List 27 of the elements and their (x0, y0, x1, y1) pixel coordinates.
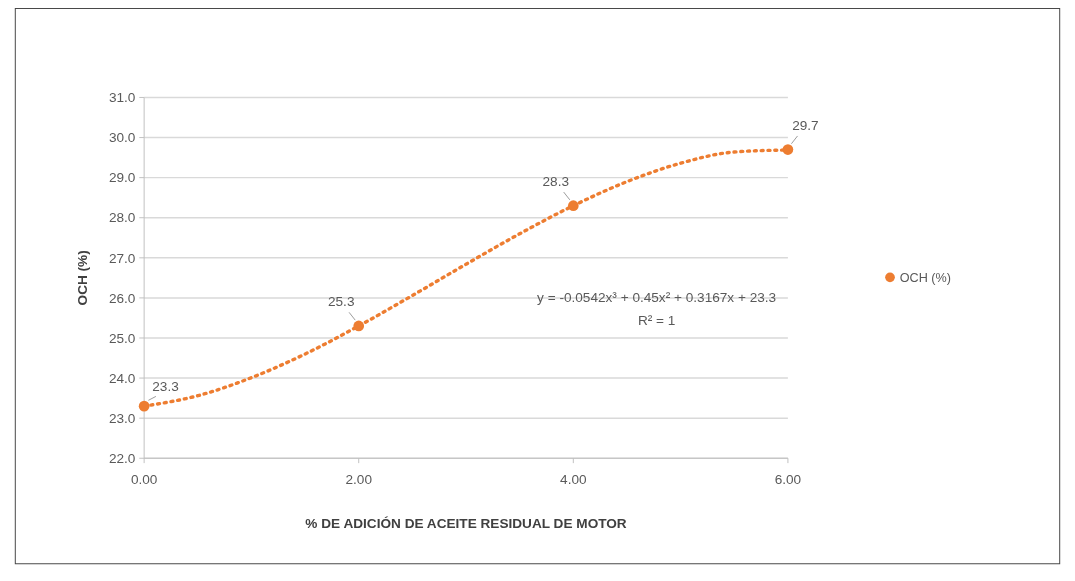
point (567, 200, 579, 212)
x-tick-label: 4.00 (560, 471, 587, 487)
y-tick-label: 27.0 (108, 250, 136, 266)
y-tick-label: 26.0 (108, 290, 136, 306)
y-tick-label: 28.0 (108, 210, 136, 226)
x-axis-title: % DE ADICIÓN DE ACEITE RESIDUAL DE MOTOR (305, 516, 627, 532)
annotation: y = -0.0542x³ + 0.45x² + 0.3167x + 23.3 (537, 289, 777, 305)
point (138, 400, 150, 412)
point (353, 320, 365, 332)
y-tick-label: 29.0 (108, 170, 136, 186)
y-tick-label: 25.0 (108, 330, 136, 346)
x-tick-label: 0.00 (130, 471, 158, 487)
x-tick-label: 2.00 (345, 471, 373, 487)
data-label: 29.7 (792, 118, 819, 134)
y-tick-label: 24.0 (108, 370, 136, 386)
data-label: 23.3 (152, 378, 179, 394)
data-label: 28.3 (542, 174, 570, 190)
y-tick-label: 30.0 (108, 130, 136, 146)
y-tick-label: 31.0 (108, 90, 136, 106)
y-axis-title: OCH (%) (74, 250, 90, 306)
y-tick-label: 22.0 (108, 451, 136, 467)
y-tick-label: 23.0 (108, 410, 136, 426)
legend-label: OCH (%) (899, 270, 951, 285)
annotation: R² = 1 (637, 313, 676, 329)
data-label: 25.3 (327, 294, 355, 310)
x-tick-label: 6.00 (774, 471, 802, 487)
point (782, 144, 794, 155)
